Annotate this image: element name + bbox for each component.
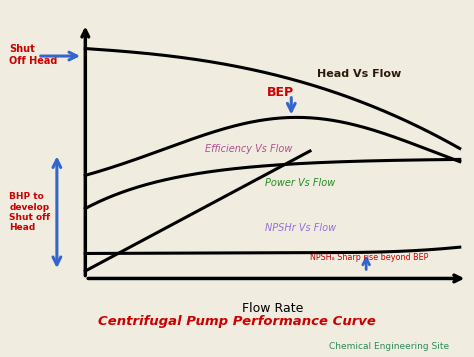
Text: Power Vs Flow: Power Vs Flow	[265, 178, 335, 188]
Text: Efficiency Vs Flow: Efficiency Vs Flow	[205, 144, 292, 154]
Text: Flow Rate: Flow Rate	[242, 302, 303, 315]
Text: Chemical Engineering Site: Chemical Engineering Site	[328, 342, 449, 351]
Text: NPSHr Vs Flow: NPSHr Vs Flow	[265, 223, 336, 233]
Text: Centrifugal Pump Performance Curve: Centrifugal Pump Performance Curve	[98, 315, 376, 328]
Text: Shut
Off Head: Shut Off Head	[9, 44, 58, 66]
Text: Head Vs Flow: Head Vs Flow	[318, 69, 402, 79]
Text: BHP to
develop
Shut off
Head: BHP to develop Shut off Head	[9, 192, 51, 232]
Text: BEP: BEP	[266, 86, 293, 99]
Text: NPSHₐ Sharp rise beyond BEP: NPSHₐ Sharp rise beyond BEP	[310, 253, 428, 262]
